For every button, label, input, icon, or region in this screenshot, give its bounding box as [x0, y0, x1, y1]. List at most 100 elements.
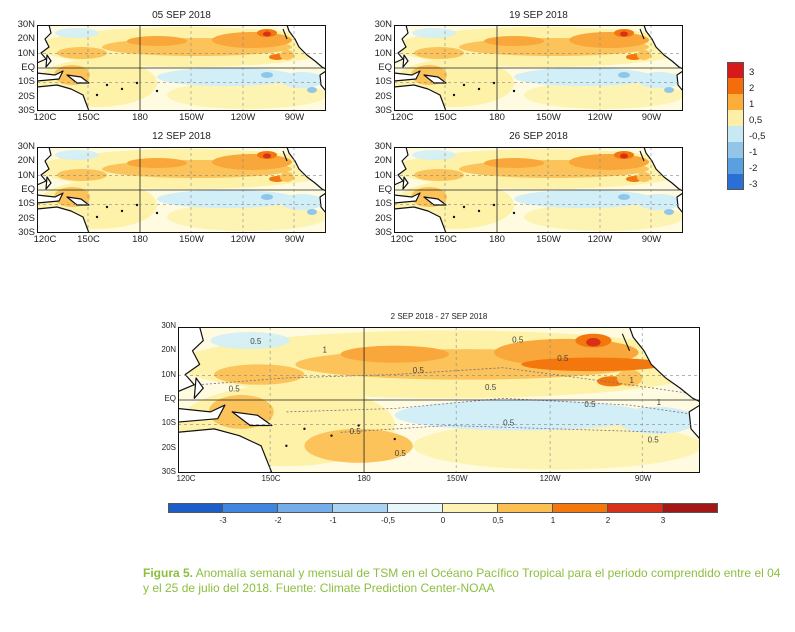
baja-california-coastline [639, 28, 645, 40]
very-strong-warm-anomaly [263, 31, 271, 37]
cool-anomaly-spot [261, 194, 273, 200]
legend-swatch [278, 503, 333, 513]
legend-swatch [727, 62, 744, 78]
warm-anomaly-area [414, 169, 464, 181]
anomaly-area [167, 203, 326, 231]
longitude-label: 150W [179, 234, 204, 245]
legend-label: 2 [605, 516, 611, 525]
latitude-label: 20N [17, 33, 35, 45]
pacific-island [452, 215, 456, 219]
legend-label: -2 [274, 516, 282, 525]
new-guinea-coastline [231, 411, 273, 427]
warm-anomaly-area [340, 345, 449, 363]
legend-frame [168, 503, 718, 513]
south-america-coastline [319, 192, 326, 214]
cool-anomaly-area [637, 194, 681, 210]
longitude-label: 120C [390, 234, 414, 245]
cool-anomaly-area [412, 28, 456, 38]
sst-anomaly-map [394, 25, 683, 111]
australia-coastline [37, 84, 90, 111]
cool-anomaly-area [514, 190, 654, 208]
longitude-label: 180 [132, 112, 148, 123]
map-frame [178, 327, 700, 473]
warm-anomaly-area [127, 36, 187, 46]
latitude-label: 30S [375, 105, 392, 116]
warm-anomaly-area [569, 32, 649, 48]
south-america-coastline [688, 404, 700, 440]
new-guinea-coastline [423, 74, 447, 84]
pacific-island [330, 434, 333, 437]
legend-frame [727, 62, 744, 190]
latitude-label: 20N [374, 155, 392, 167]
warm-anomaly-area [57, 47, 107, 59]
asia-coastline [394, 147, 409, 186]
longitude-label: 90W [284, 234, 305, 245]
legend-label: -3 [749, 179, 758, 190]
latitude-label: 20S [18, 90, 35, 102]
latitude-label: 10S [18, 198, 35, 210]
warm-anomaly-area [569, 154, 649, 170]
longitude-label: 120W [587, 112, 613, 123]
latitude-label: 10N [17, 47, 35, 59]
sst-anomaly-map: 0.5 1 0.5 0.5 0.5 1 0.5 0.5 0.5 1 0.5 0.5 0.5 0.5 [178, 327, 700, 473]
very-strong-warm-anomaly [586, 338, 601, 347]
contour-label: 0.5 [485, 383, 497, 392]
latitude-label: 30S [18, 227, 35, 238]
very-strong-warm-anomaly [263, 153, 271, 159]
very-strong-warm-anomaly [620, 31, 628, 37]
island [45, 54, 52, 68]
latitude-label: 30S [18, 105, 35, 116]
new-guinea-coastline [66, 196, 90, 206]
panel-title: 05 SEP 2018 [152, 10, 211, 21]
warm-anomaly-area [484, 158, 544, 168]
cool-anomaly-area [394, 400, 648, 431]
legend-swatch [333, 503, 388, 513]
australia-coastline [394, 206, 447, 233]
latitude-label: 20S [18, 212, 35, 224]
longitude-label: 150C [77, 234, 100, 245]
latitude-label: 20N [161, 345, 176, 355]
latitude-label: 10N [374, 169, 392, 181]
legend-swatch [727, 94, 744, 110]
pacific-island [512, 89, 516, 93]
strong-warm-anomaly [521, 357, 666, 372]
contour-label: 0.5 [512, 335, 524, 344]
panel-title: 19 SEP 2018 [509, 10, 568, 21]
contour-label: 0.5 [250, 337, 262, 346]
longitude-label: 150W [536, 234, 561, 245]
contour-line [286, 397, 700, 416]
contour-label: 0.5 [648, 435, 660, 444]
baja-california-coastline [639, 150, 645, 162]
asia-coastline [178, 327, 204, 393]
warm-anomaly-area [616, 369, 643, 387]
australia-coastline [37, 206, 90, 233]
contour-label: 0.5 [557, 354, 569, 363]
warm-anomaly-area [637, 172, 651, 182]
asia-coastline [37, 25, 52, 64]
pacific-island [477, 209, 481, 213]
contour-label: 1 [630, 376, 635, 385]
map-frame [37, 25, 326, 111]
longitude-label: 150C [77, 112, 100, 123]
island [37, 192, 64, 204]
panel-title: 2 SEP 2018 - 27 SEP 2018 [390, 312, 488, 321]
asia-coastline [37, 147, 52, 186]
sst-anomaly-map [37, 25, 326, 111]
pacific-island [462, 83, 466, 87]
sst-anomaly-map [394, 147, 683, 233]
latitude-label: 30S [161, 467, 176, 476]
latitude-label: 10N [374, 47, 392, 59]
legend-label: 1 [749, 99, 755, 110]
island [402, 176, 409, 190]
legend-swatch [727, 158, 744, 174]
figure-caption: Figura 5. Anomalía semanal y mensual de … [143, 566, 783, 596]
latitude-label: 30N [17, 141, 35, 152]
pacific-island [462, 205, 466, 209]
longitude-label: 90W [641, 112, 662, 123]
latitude-label: 10N [161, 369, 176, 379]
caption-label: Figura 5. [143, 566, 194, 580]
legend-label: -3 [219, 516, 227, 525]
cool-anomaly-area [514, 68, 654, 86]
longitude-label: 180 [489, 112, 505, 123]
longitude-label: 90W [284, 112, 305, 123]
